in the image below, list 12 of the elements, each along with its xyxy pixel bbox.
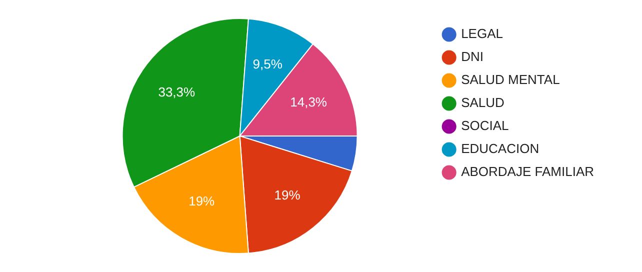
legend-label: ABORDAJE FAMILIAR xyxy=(461,164,594,180)
data-label: 33,3% xyxy=(158,84,196,100)
legend-label: SALUD MENTAL xyxy=(461,72,560,88)
data-label: 19% xyxy=(274,187,301,202)
legend-label: SOCIAL xyxy=(461,118,509,134)
data-label: 9,5% xyxy=(252,56,283,72)
legend-label: LEGAL xyxy=(461,26,503,42)
data-label: 19% xyxy=(188,194,216,209)
legend-label: SALUD xyxy=(461,95,504,110)
legend-label: DNI xyxy=(461,49,484,64)
legend-label: EDUCACION xyxy=(461,141,540,156)
data-label: 14,3% xyxy=(290,94,328,110)
